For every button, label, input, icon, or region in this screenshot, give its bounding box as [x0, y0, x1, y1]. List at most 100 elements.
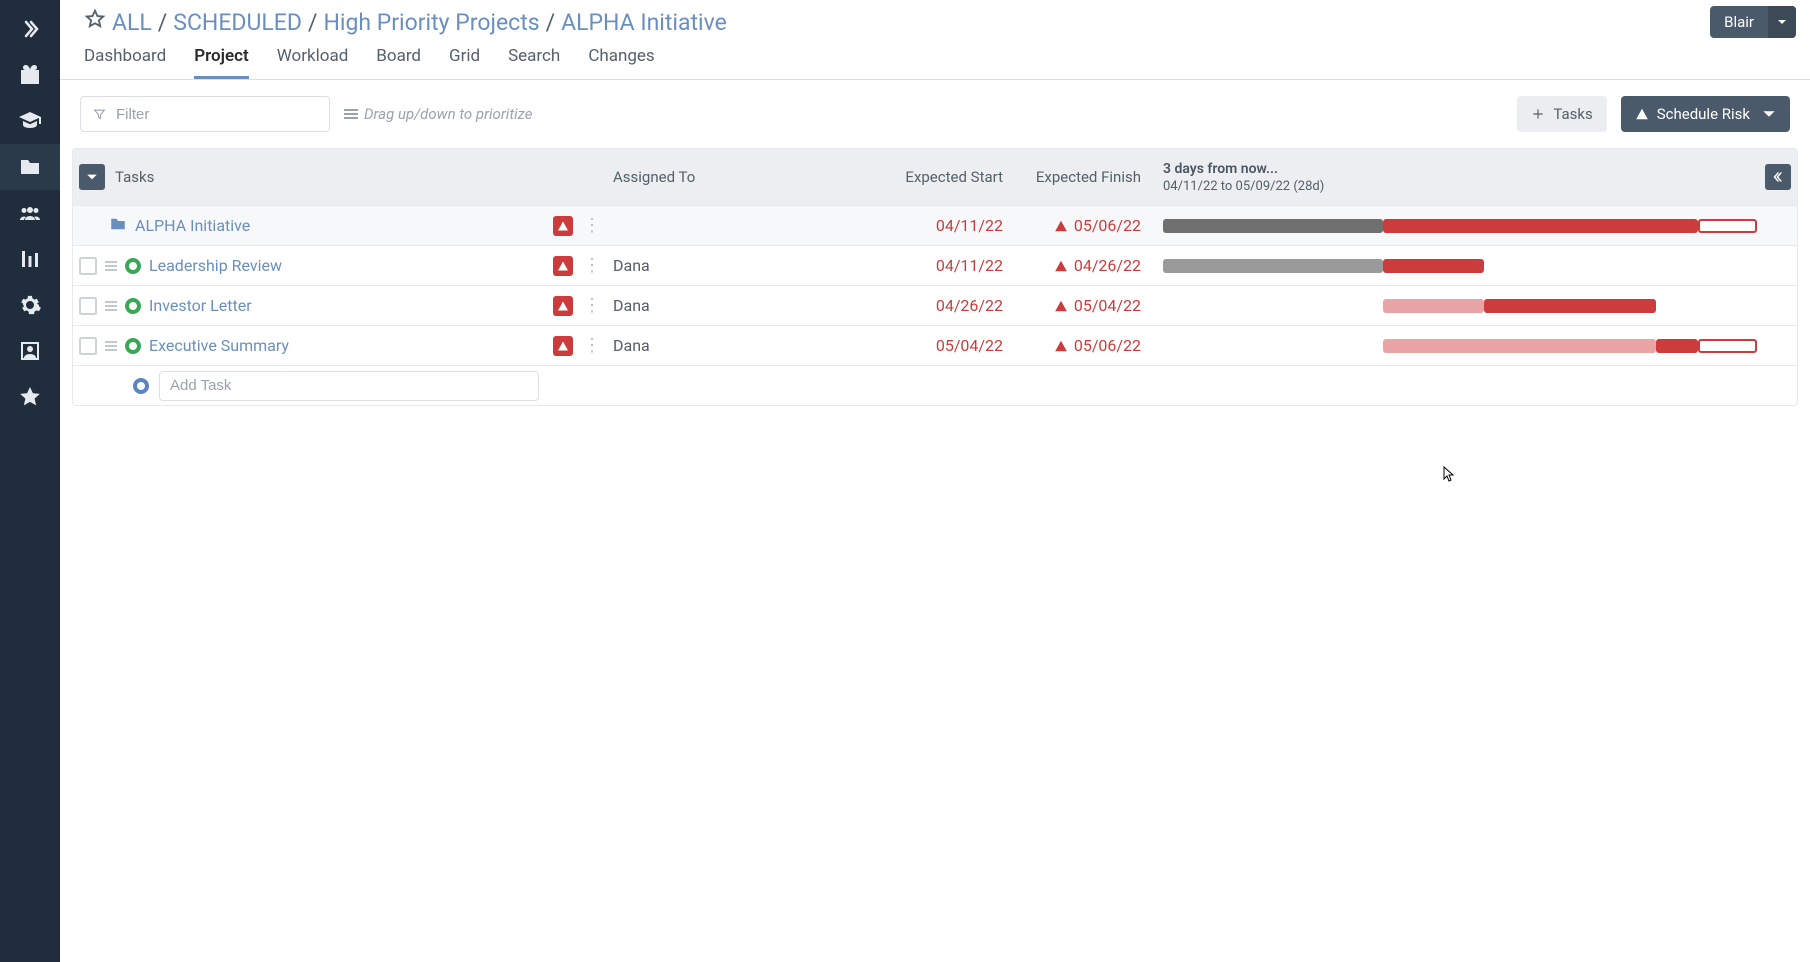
- grid-header: Tasks Assigned To Expected Start Expecte…: [73, 149, 1797, 205]
- timeline-title: 3 days from now...: [1163, 161, 1278, 177]
- sidebar-star-icon[interactable]: [0, 374, 60, 420]
- sidebar-graduation-icon[interactable]: [0, 98, 60, 144]
- breadcrumb-scheduled[interactable]: SCHEDULED: [173, 9, 302, 36]
- status-dot-icon: [125, 298, 141, 314]
- status-dot-icon: [125, 338, 141, 354]
- expected-finish-date: 05/04/22: [1054, 296, 1141, 315]
- task-name-link[interactable]: Investor Letter: [149, 296, 252, 315]
- filter-input-wrap[interactable]: [80, 96, 330, 132]
- project-row[interactable]: ALPHA Initiative ⋮ 04/11/22 05/06/22: [73, 205, 1797, 245]
- filter-icon: [93, 106, 106, 122]
- status-dot-icon: [125, 258, 141, 274]
- timeline-bar: [1163, 259, 1757, 273]
- breadcrumb-all[interactable]: ALL: [112, 9, 152, 36]
- sidebar-folder-icon[interactable]: [0, 144, 60, 190]
- breadcrumb-sep: /: [158, 9, 168, 36]
- drag-handle-icon[interactable]: [105, 341, 117, 351]
- folder-icon: [109, 215, 127, 237]
- plus-icon: [1531, 107, 1545, 121]
- sidebar-gear-icon[interactable]: [0, 282, 60, 328]
- sidebar-gift-icon[interactable]: [0, 52, 60, 98]
- chevron-down-icon: [1762, 107, 1776, 121]
- col-start-label: Expected Start: [905, 168, 1003, 186]
- row-more-menu[interactable]: ⋮: [583, 302, 601, 309]
- sidebar-chart-icon[interactable]: [0, 236, 60, 282]
- breadcrumb-sep: /: [308, 9, 318, 36]
- status-dot-icon: [133, 378, 149, 394]
- sidebar-expand[interactable]: [0, 6, 60, 52]
- task-name-link[interactable]: Leadership Review: [149, 256, 282, 275]
- timeline-bar: [1163, 299, 1757, 313]
- task-checkbox[interactable]: [79, 297, 97, 315]
- col-finish-label: Expected Finish: [1036, 168, 1141, 186]
- drag-handle-icon[interactable]: [105, 301, 117, 311]
- warning-icon: [1054, 219, 1068, 233]
- warning-icon: [1635, 107, 1649, 121]
- drag-handle-icon[interactable]: [105, 261, 117, 271]
- row-more-menu[interactable]: ⋮: [583, 342, 601, 349]
- row-more-menu[interactable]: ⋮: [583, 222, 601, 229]
- risk-badge-icon[interactable]: [553, 256, 573, 276]
- favorite-star-icon[interactable]: [84, 8, 106, 36]
- assignee-name: Dana: [613, 256, 650, 275]
- mouse-cursor-icon: [1442, 466, 1458, 482]
- task-checkbox[interactable]: [79, 257, 97, 275]
- tab-workload[interactable]: Workload: [277, 46, 349, 79]
- expected-start-date: 04/11/22: [936, 256, 1003, 275]
- sidebar-people-icon[interactable]: [0, 190, 60, 236]
- sidebar-person-icon[interactable]: [0, 328, 60, 374]
- add-task-row: [73, 365, 1797, 405]
- task-checkbox[interactable]: [79, 337, 97, 355]
- left-sidebar: [0, 0, 60, 962]
- assignee-name: Dana: [613, 296, 650, 315]
- drag-hint: Drag up/down to prioritize: [344, 105, 532, 123]
- task-name-link[interactable]: Executive Summary: [149, 336, 289, 355]
- breadcrumb-current[interactable]: ALPHA Initiative: [561, 9, 727, 36]
- warning-icon: [1054, 339, 1068, 353]
- timeline-bar: [1163, 219, 1757, 233]
- task-row[interactable]: Executive Summary ⋮ Dana 05/04/22 05/06/22: [73, 325, 1797, 365]
- row-more-menu[interactable]: ⋮: [583, 262, 601, 269]
- add-tasks-button[interactable]: Tasks: [1517, 96, 1606, 132]
- tab-dashboard[interactable]: Dashboard: [84, 46, 166, 79]
- risk-badge-icon[interactable]: [553, 296, 573, 316]
- toolbar: Drag up/down to prioritize Tasks Schedul…: [60, 80, 1810, 148]
- task-name-link[interactable]: ALPHA Initiative: [135, 216, 250, 235]
- user-menu-caret: [1768, 6, 1796, 38]
- breadcrumb-priority[interactable]: High Priority Projects: [323, 9, 539, 36]
- col-tasks-label: Tasks: [115, 168, 154, 186]
- add-task-input[interactable]: [159, 371, 539, 401]
- tab-grid[interactable]: Grid: [449, 46, 480, 79]
- timeline-range: 04/11/22 to 05/09/22 (28d): [1163, 179, 1324, 194]
- tab-project[interactable]: Project: [194, 46, 248, 79]
- expected-finish-date: 05/06/22: [1054, 336, 1141, 355]
- expected-start-date: 04/11/22: [936, 216, 1003, 235]
- warning-icon: [1054, 259, 1068, 273]
- collapse-timeline-button[interactable]: [1765, 164, 1791, 190]
- tab-search[interactable]: Search: [508, 46, 560, 79]
- risk-badge-icon[interactable]: [553, 336, 573, 356]
- expected-start-date: 05/04/22: [936, 336, 1003, 355]
- breadcrumb-sep: /: [546, 9, 556, 36]
- schedule-risk-button[interactable]: Schedule Risk: [1621, 96, 1790, 132]
- expected-finish-date: 05/06/22: [1054, 216, 1141, 235]
- expected-finish-date: 04/26/22: [1054, 256, 1141, 275]
- filter-input[interactable]: [114, 105, 317, 124]
- assignee-name: Dana: [613, 336, 650, 355]
- view-tabs: Dashboard Project Workload Board Grid Search C…: [60, 38, 1810, 80]
- task-row[interactable]: Leadership Review ⋮ Dana 04/11/22 04/26/22: [73, 245, 1797, 285]
- risk-badge-icon[interactable]: [553, 216, 573, 236]
- breadcrumb: ALL / SCHEDULED / High Priority Projects…: [84, 8, 727, 36]
- tab-board[interactable]: Board: [376, 46, 421, 79]
- task-row[interactable]: Investor Letter ⋮ Dana 04/26/22 05/04/22: [73, 285, 1797, 325]
- user-menu-button[interactable]: Blair: [1710, 6, 1796, 38]
- warning-icon: [1054, 299, 1068, 313]
- drag-hint-text: Drag up/down to prioritize: [364, 105, 532, 123]
- user-name: Blair: [1710, 6, 1768, 38]
- timeline-bar: [1163, 339, 1757, 353]
- task-grid: Tasks Assigned To Expected Start Expecte…: [72, 148, 1798, 406]
- expected-start-date: 04/26/22: [936, 296, 1003, 315]
- expand-all-toggle[interactable]: [79, 164, 105, 190]
- schedule-risk-label: Schedule Risk: [1657, 105, 1750, 123]
- tab-changes[interactable]: Changes: [588, 46, 654, 79]
